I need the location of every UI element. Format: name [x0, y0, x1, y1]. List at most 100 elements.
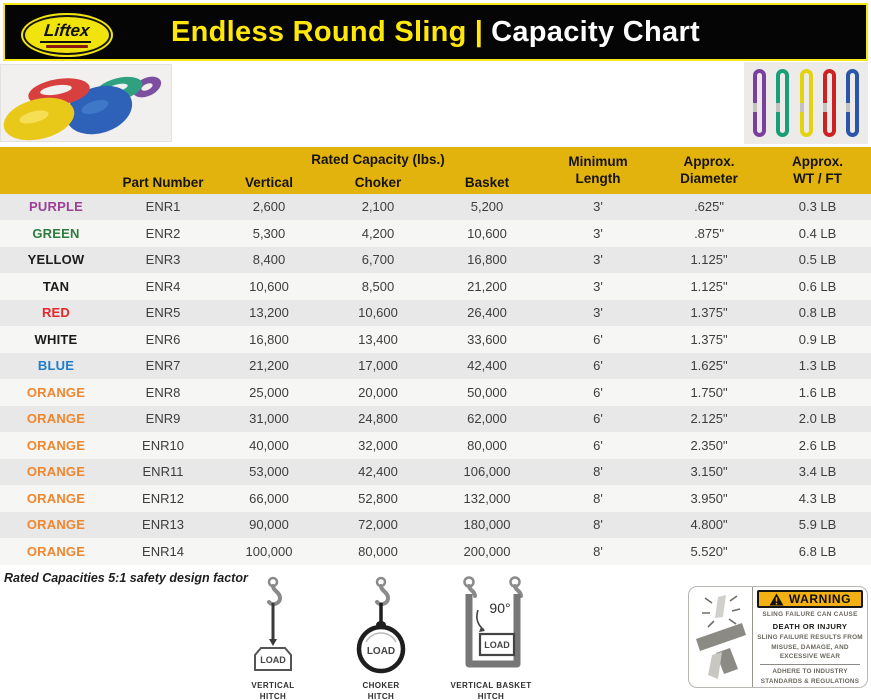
part-number-cell: ENR5 [145, 305, 181, 321]
vertical-capacity-cell: 5,300 [252, 225, 286, 241]
choker-capacity-cell: 32,000 [358, 437, 398, 453]
vertical-capacity-cell: 40,000 [249, 437, 289, 453]
vertical-hitch-load-label: LOAD [260, 655, 286, 665]
minimum-length-cell: 6' [593, 384, 603, 400]
warning-triangle-icon [769, 592, 784, 606]
color-cell: ORANGE [26, 543, 86, 559]
weight-cell: 5.9 LB [798, 517, 837, 533]
choker-capacity-cell: 20,000 [358, 384, 398, 400]
vertical-capacity-cell: 25,000 [249, 384, 289, 400]
yellow-sling-icon [799, 69, 813, 137]
minimum-length-cell: 6' [593, 411, 603, 427]
color-cell: ORANGE [26, 437, 86, 453]
minimum-length-cell: 3' [593, 278, 603, 294]
choker-capacity-cell: 24,800 [358, 411, 398, 427]
green-sling-icon [776, 69, 790, 137]
part-number-cell: ENR7 [145, 358, 181, 374]
table-row: ORANGE ENR8 25,000 20,000 50,000 6' 1.750" 1.6 … [0, 379, 871, 406]
minimum-length-cell: 6' [593, 437, 603, 453]
color-cell: WHITE [34, 331, 78, 347]
diameter-cell: 1.375" [690, 305, 728, 321]
choker-capacity-cell: 72,000 [358, 517, 398, 533]
sling-snap-icon [695, 595, 746, 679]
table-row: GREEN ENR2 5,300 4,200 10,600 3' .875" 0.4 LB [0, 220, 871, 247]
basket-capacity-cell: 10,600 [467, 225, 507, 241]
color-cell: TAN [42, 278, 70, 294]
diameter-cell: 3.150" [690, 464, 728, 480]
warning-line-cause: SLING FAILURE CAN CAUSE [762, 611, 858, 618]
warning-banner: WARNING [757, 590, 863, 608]
diameter-cell: 5.520" [690, 543, 728, 559]
page-title-product: Endless Round Sling [170, 15, 467, 48]
basket-capacity-cell: 50,000 [467, 384, 507, 400]
diameter-cell: 1.375" [690, 331, 728, 347]
weight-cell: 0.8 LB [798, 305, 837, 321]
diameter-cell: 1.625" [690, 358, 728, 374]
minimum-length-cell: 8' [593, 464, 603, 480]
color-cell: GREEN [32, 225, 80, 241]
table-row: PURPLE ENR1 2,600 2,100 5,200 3' .625" 0.3 LB [0, 193, 871, 221]
table-row: WHITE ENR6 16,800 13,400 33,600 6' 1.375" 0.9 L… [0, 326, 871, 353]
weight-cell: 1.6 LB [798, 384, 837, 400]
vertical-capacity-cell: 2,600 [252, 199, 286, 215]
vertical-capacity-cell: 21,200 [249, 358, 289, 374]
part-number-cell: ENR2 [145, 225, 181, 241]
basket-capacity-cell: 80,000 [467, 437, 507, 453]
header-spacer-part [112, 147, 214, 172]
vertical-hitch-diagram: LOAD VERTICAL HITCH [234, 576, 312, 700]
header-minimum-length: Minimum Length [542, 147, 655, 194]
choker-capacity-cell: 17,000 [358, 358, 398, 374]
vertical-basket-hitch-diagram: 90° LOAD VERTICAL BASKET HITCH [438, 576, 544, 700]
basket-capacity-cell: 5,200 [470, 199, 504, 215]
round-slings-photo-graphic [3, 76, 162, 141]
diameter-cell: 3.950" [690, 490, 728, 506]
header-approx-diameter: Approx. Diameter [654, 147, 765, 194]
blue-sling-icon [846, 69, 859, 137]
page-title: Endless Round Sling | Capacity Chart [171, 16, 700, 49]
warning-text-panel: WARNING SLING FAILURE CAN CAUSE DEATH OR… [753, 587, 867, 687]
color-cell: BLUE [37, 358, 75, 374]
table-row: ORANGE ENR14 100,000 80,000 200,000 8' 5.520" 6… [0, 538, 871, 565]
choker-capacity-cell: 52,800 [358, 490, 398, 506]
basket-hitch-angle-label: 90° [489, 600, 510, 616]
warning-line-results: SLING FAILURE RESULTS FROM MISUSE, DAMAG… [757, 634, 863, 661]
sling-failure-graphic [689, 587, 753, 687]
safety-factor-footnote: Rated Capacities 5:1 safety design facto… [4, 571, 248, 585]
color-cell: ORANGE [26, 490, 86, 506]
color-cell: RED [41, 305, 71, 321]
liftex-logo-tagline [46, 44, 88, 48]
vertical-hitch-icon: LOAD [254, 576, 292, 671]
minimum-length-cell: 6' [593, 358, 603, 374]
warning-label: WARNING SLING FAILURE CAN CAUSE DEATH OR… [688, 586, 868, 688]
sling-color-loops [744, 62, 868, 144]
color-cell: ORANGE [26, 464, 86, 480]
choker-hitch-load-label: LOAD [367, 646, 395, 657]
weight-cell: 0.3 LB [798, 199, 837, 215]
basket-capacity-cell: 33,600 [467, 331, 507, 347]
diameter-cell: .875" [694, 225, 724, 241]
color-cell: YELLOW [27, 252, 85, 268]
part-number-cell: ENR11 [142, 464, 184, 480]
color-cell: ORANGE [26, 384, 86, 400]
liftex-logo-text: Liftex [40, 21, 94, 43]
part-number-cell: ENR13 [142, 517, 184, 533]
basket-hitch-load-label: LOAD [484, 640, 510, 650]
basket-capacity-cell: 132,000 [463, 490, 511, 506]
header-basket: Basket [432, 172, 543, 194]
purple-sling-icon [753, 69, 766, 137]
weight-cell: 2.6 LB [798, 437, 837, 453]
color-cell: PURPLE [29, 199, 83, 215]
part-number-cell: ENR6 [145, 331, 181, 347]
diameter-cell: 1.125" [690, 278, 728, 294]
basket-capacity-cell: 42,400 [467, 358, 507, 374]
vertical-capacity-cell: 90,000 [249, 517, 289, 533]
header-spacer-color-2 [0, 172, 112, 194]
part-number-cell: ENR10 [142, 437, 184, 453]
weight-cell: 0.5 LB [798, 252, 837, 268]
color-cell: ORANGE [26, 411, 86, 427]
weight-cell: 6.8 LB [798, 543, 837, 559]
diameter-cell: .625" [694, 199, 724, 215]
vertical-capacity-cell: 31,000 [249, 411, 289, 427]
warning-line-adhere: ADHERE TO INDUSTRY STANDARDS & REGULATIO… [760, 668, 860, 685]
